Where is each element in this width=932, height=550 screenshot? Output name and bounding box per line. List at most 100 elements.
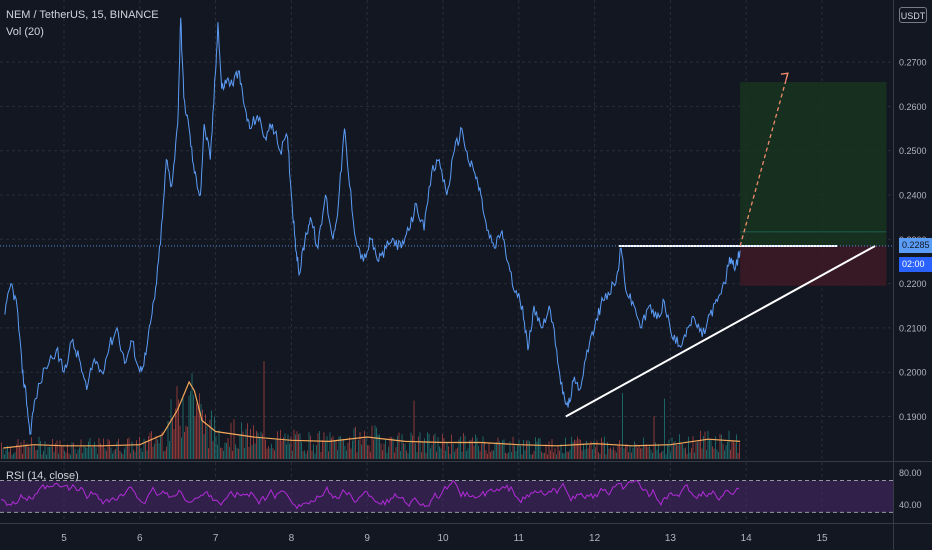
volume-bar <box>407 453 409 459</box>
price-tick-label: 0.2600 <box>899 102 927 112</box>
volume-bar <box>328 451 329 459</box>
volume-bar <box>506 453 508 459</box>
volume-bar <box>668 439 670 459</box>
trendline-drawings[interactable] <box>565 72 876 418</box>
volume-bar <box>386 452 388 459</box>
price-tick-label: 0.2200 <box>899 279 927 289</box>
volume-bar <box>40 441 41 459</box>
volume-bar <box>715 436 716 459</box>
volume-bar <box>610 447 611 459</box>
volume-bar <box>223 450 224 459</box>
volume-bar <box>563 453 565 459</box>
price-tick-label: 0.1900 <box>899 412 927 422</box>
volume-bar <box>593 440 595 459</box>
volume-bar <box>596 440 598 459</box>
volume-bar <box>118 438 119 459</box>
volume-bar <box>308 432 310 459</box>
volume-bar <box>421 452 422 459</box>
symbol-legend[interactable]: NEM / TetherUS, 15, BINANCE <box>6 9 159 21</box>
time-tick-label: 5 <box>61 533 67 544</box>
volume-bar <box>736 434 737 459</box>
volume-bar <box>622 393 623 459</box>
volume-bar <box>74 448 76 459</box>
volume-bar <box>19 446 20 459</box>
volume-bar <box>275 439 277 459</box>
rsi-legend[interactable]: RSI (14, close) <box>6 470 79 482</box>
target-zone <box>740 82 887 246</box>
volume-bar <box>575 440 577 459</box>
volume-bar <box>125 445 127 459</box>
volume-bar <box>481 443 482 459</box>
volume-bar <box>410 432 412 459</box>
volume-bar <box>49 446 50 459</box>
volume-bar <box>77 449 79 459</box>
volume-bar <box>196 403 197 459</box>
volume-bar <box>32 445 34 459</box>
volume-bar <box>148 436 149 459</box>
volume-bar <box>488 443 490 459</box>
volume-bar <box>221 447 223 459</box>
volume-bar <box>157 439 158 459</box>
volume-bar <box>616 452 617 459</box>
volume-bar <box>347 442 349 459</box>
volume-bar <box>232 450 233 459</box>
volume-bar <box>310 435 311 459</box>
time-tick-label: 6 <box>137 533 143 544</box>
volume-bar <box>547 454 548 459</box>
volume-bar <box>367 445 368 459</box>
volume-bar <box>397 435 398 459</box>
volume-bar <box>379 434 380 459</box>
volume-bar <box>227 437 229 459</box>
volume-bar <box>230 422 232 459</box>
volume-bar <box>658 443 659 459</box>
volume-bar <box>604 436 605 459</box>
volume-bar <box>62 446 64 459</box>
volume-bar <box>701 448 703 459</box>
volume-bar <box>664 398 665 459</box>
rsi-tick-label: 40.00 <box>899 500 922 510</box>
volume-bar <box>283 437 284 459</box>
volume-bar <box>485 450 487 459</box>
volume-bar <box>274 450 275 459</box>
volume-bar <box>703 435 704 459</box>
volume-bar <box>181 437 182 459</box>
volume-bar <box>382 450 383 459</box>
volume-bar <box>619 440 620 459</box>
volume-bar <box>730 449 731 459</box>
volume-bar <box>638 445 640 459</box>
volume-bar <box>412 435 413 459</box>
volume-bar <box>292 451 293 459</box>
volume-bar <box>113 450 115 459</box>
volume-bar <box>46 454 47 459</box>
volume-bar <box>475 434 476 459</box>
volume-bar <box>389 436 391 459</box>
volume-legend[interactable]: Vol (20) <box>6 26 44 38</box>
volume-bar <box>116 441 118 459</box>
volume-bar <box>79 447 80 459</box>
volume-bar <box>289 443 290 459</box>
volume-bar <box>527 440 529 459</box>
time-tick-label: 7 <box>213 533 219 544</box>
volume-ma-line <box>3 380 741 449</box>
volume-bar <box>338 436 340 459</box>
rsi-band <box>0 480 893 513</box>
volume-bar <box>295 434 296 459</box>
volume-bar <box>130 453 131 459</box>
time-tick-label: 15 <box>816 533 828 544</box>
volume-bar <box>602 441 604 459</box>
volume-bar <box>598 452 599 459</box>
volume-bar <box>440 448 442 459</box>
volume-bar <box>109 440 110 459</box>
volume-bar <box>428 433 430 459</box>
volume-bar <box>518 440 520 459</box>
volume-bar <box>65 452 67 459</box>
volume-bar <box>86 447 88 459</box>
volume-bar <box>467 448 469 459</box>
volume-bar <box>361 444 362 459</box>
volume-bar <box>323 432 325 459</box>
volume-bar <box>437 437 439 459</box>
currency-button[interactable]: USDT <box>899 7 927 23</box>
volume-bar <box>217 444 218 459</box>
volume-bar <box>88 441 89 459</box>
